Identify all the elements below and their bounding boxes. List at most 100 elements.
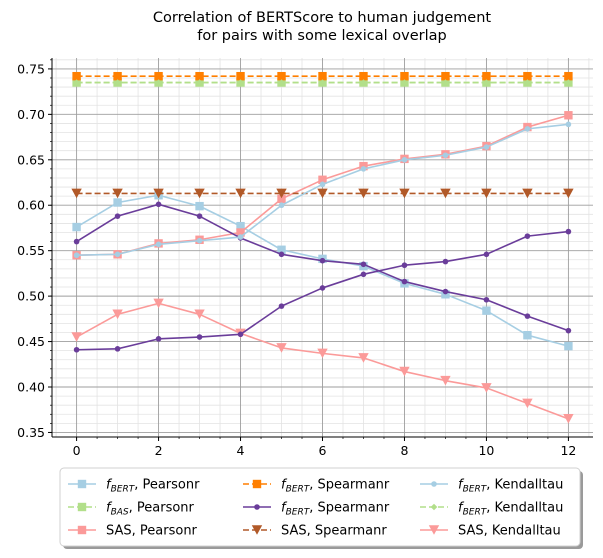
y-tick-label: 0.75 bbox=[17, 61, 45, 76]
triangle-marker bbox=[153, 188, 164, 199]
diamond-marker bbox=[524, 79, 531, 86]
legend-label: SAS, Spearmanr bbox=[281, 524, 387, 539]
dot-marker bbox=[319, 257, 326, 264]
dot-marker bbox=[401, 278, 408, 285]
diamond-marker bbox=[360, 79, 367, 86]
dot-marker bbox=[442, 258, 449, 265]
square-marker bbox=[400, 71, 409, 81]
dot-marker bbox=[401, 156, 408, 163]
x-tick-label: 2 bbox=[155, 443, 163, 458]
triangle-marker bbox=[522, 398, 533, 409]
dot-marker bbox=[483, 251, 490, 258]
dot-marker bbox=[196, 237, 203, 244]
dot-marker bbox=[483, 296, 490, 303]
square-marker bbox=[77, 479, 87, 489]
triangle-marker bbox=[399, 188, 410, 199]
square-marker bbox=[77, 502, 87, 512]
triangle-marker bbox=[358, 353, 369, 363]
square-marker bbox=[277, 194, 286, 204]
square-marker bbox=[236, 221, 245, 231]
square-marker bbox=[113, 198, 122, 207]
x-tick-label: 6 bbox=[319, 443, 327, 458]
dot-marker bbox=[73, 346, 80, 353]
diamond-marker bbox=[155, 79, 162, 86]
legend-label: fBERT, Spearmanr bbox=[281, 478, 390, 495]
y-tick-label: 0.40 bbox=[17, 380, 45, 395]
square-marker bbox=[318, 175, 327, 184]
x-tick-label: 8 bbox=[400, 443, 408, 458]
dot-marker bbox=[442, 288, 449, 295]
x-tick-label: 10 bbox=[478, 443, 494, 458]
dot-marker bbox=[524, 233, 531, 239]
dot-marker bbox=[360, 271, 367, 278]
dot-marker bbox=[319, 181, 326, 188]
x-tick-label: 4 bbox=[237, 443, 245, 458]
triangle-marker bbox=[440, 188, 451, 199]
legend-entry-2: fBAS, Pearsonr bbox=[68, 501, 195, 518]
y-tick-label: 0.60 bbox=[17, 198, 45, 213]
diamond-marker bbox=[442, 79, 449, 86]
chart-title: Correlation of BERTScore to human judgem… bbox=[153, 10, 491, 44]
x-tick-label: 12 bbox=[560, 443, 576, 458]
y-tick-label: 0.35 bbox=[17, 425, 45, 440]
dot-marker bbox=[155, 336, 162, 342]
square-marker bbox=[277, 71, 286, 81]
series-7 bbox=[73, 121, 572, 259]
square-marker bbox=[77, 525, 87, 535]
triangle-marker bbox=[276, 343, 287, 353]
legend-box bbox=[59, 467, 581, 547]
dot-marker bbox=[237, 234, 244, 240]
diamond-marker bbox=[401, 79, 408, 86]
series-6 bbox=[71, 188, 574, 199]
y-tick-label: 0.70 bbox=[17, 107, 45, 122]
triangle-marker bbox=[251, 525, 263, 535]
diamond-marker bbox=[565, 79, 572, 86]
legend-entry-1: fBERT, Pearsonr bbox=[68, 478, 200, 495]
legend-entry-4: fBERT, Spearmanr bbox=[243, 478, 390, 495]
dot-marker bbox=[114, 346, 121, 352]
square-marker bbox=[113, 71, 122, 81]
dot-marker bbox=[196, 334, 203, 340]
legend-label: fBERT, Spearmanr bbox=[281, 501, 390, 518]
chart-title-line-1: Correlation of BERTScore to human judgem… bbox=[153, 10, 491, 26]
triangle-marker bbox=[235, 188, 246, 199]
dot-marker bbox=[254, 504, 260, 510]
legend-entry-5: fBERT, Spearmanr bbox=[243, 501, 390, 518]
dot-marker bbox=[155, 201, 162, 208]
series-4 bbox=[72, 71, 573, 81]
square-marker bbox=[359, 71, 368, 81]
triangle-marker bbox=[112, 309, 123, 320]
legend-entry-8: fBERT, Kendalltau bbox=[420, 501, 563, 518]
triangle-marker bbox=[481, 383, 492, 393]
dot-marker bbox=[319, 285, 326, 291]
dot-marker bbox=[431, 481, 437, 487]
triangle-marker bbox=[358, 188, 369, 199]
triangle-marker bbox=[563, 188, 574, 199]
triangle-marker bbox=[112, 188, 123, 199]
square-marker bbox=[154, 71, 163, 81]
dot-marker bbox=[524, 313, 531, 319]
square-marker bbox=[236, 228, 245, 237]
triangle-marker bbox=[481, 188, 492, 199]
square-marker bbox=[252, 479, 262, 489]
series-5 bbox=[73, 201, 572, 334]
diamond-marker bbox=[319, 79, 326, 86]
legend-entry-3: SAS, Pearsonr bbox=[68, 524, 198, 539]
dot-marker bbox=[360, 166, 367, 172]
dot-marker bbox=[565, 228, 572, 235]
square-marker bbox=[564, 111, 573, 120]
square-marker bbox=[72, 222, 81, 232]
triangle-marker bbox=[317, 348, 328, 359]
square-marker bbox=[564, 341, 573, 351]
triangle-marker bbox=[440, 375, 451, 386]
triangle-marker bbox=[522, 188, 533, 199]
dot-marker bbox=[278, 251, 285, 258]
square-marker bbox=[482, 71, 491, 81]
legend-label: fBAS, Pearsonr bbox=[106, 501, 195, 518]
legend-label: SAS, Pearsonr bbox=[106, 524, 198, 539]
legend-entry-9: SAS, Kendalltau bbox=[420, 524, 561, 539]
square-marker bbox=[195, 71, 204, 81]
legend-label: SAS, Kendalltau bbox=[458, 524, 561, 539]
triangle-marker bbox=[317, 188, 328, 199]
